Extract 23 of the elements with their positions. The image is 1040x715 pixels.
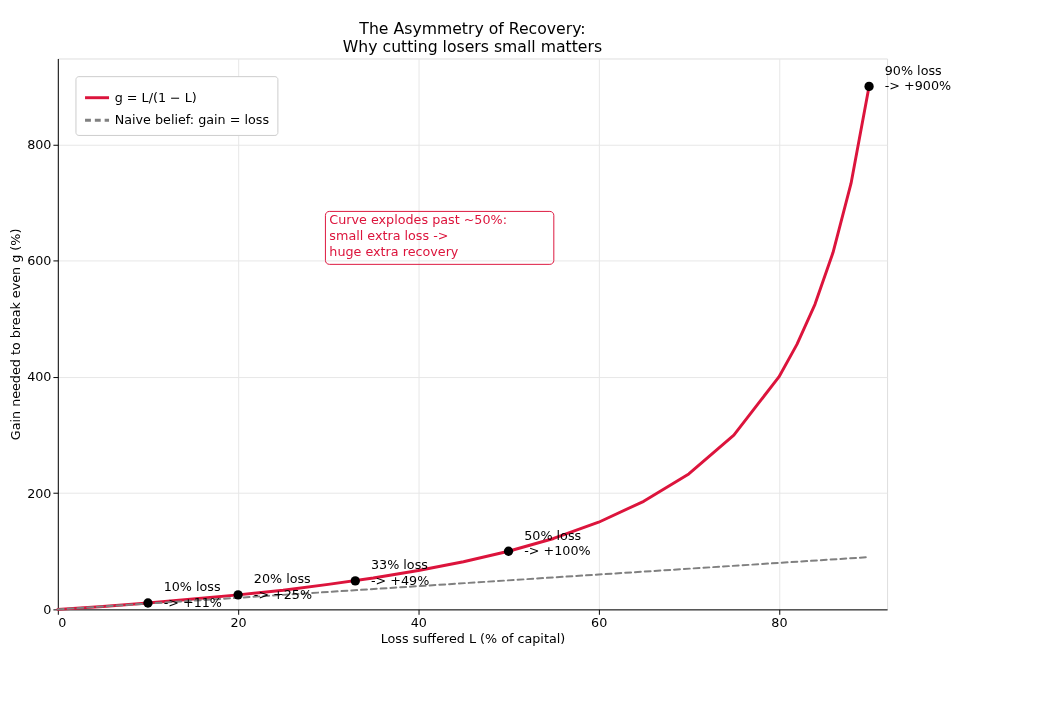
x-tick-label: 80 bbox=[771, 614, 788, 630]
annotation: 90% loss -> +900% bbox=[884, 62, 952, 94]
y-tick-label: 600 bbox=[27, 253, 52, 269]
point bbox=[503, 546, 514, 556]
x-tick-label: 40 bbox=[410, 614, 427, 630]
y-tick-label: 0 bbox=[43, 601, 52, 617]
y-tick-label: 400 bbox=[27, 369, 52, 385]
legend-label: g = L/(1 − L) bbox=[114, 89, 197, 105]
annotation: 33% loss -> +49% bbox=[370, 557, 430, 588]
point bbox=[143, 598, 153, 608]
y-axis-title: Gain needed to break even g (%) bbox=[8, 228, 24, 441]
legend-label: Naive belief: gain = loss bbox=[114, 112, 270, 128]
point bbox=[233, 590, 243, 600]
y-tick-label: 200 bbox=[27, 485, 52, 501]
point bbox=[350, 576, 360, 586]
point bbox=[864, 81, 874, 92]
annotation: Curve explodes past ~50%: small extra loss -> huge extra recovery bbox=[329, 212, 507, 259]
chart-title: The Asymmetry of Recovery: Why cutting losers small matters bbox=[342, 19, 603, 56]
y-tick-label: 800 bbox=[27, 136, 52, 152]
x-tick-label: 0 bbox=[58, 614, 67, 630]
x-tick-label: 20 bbox=[230, 614, 247, 630]
x-tick-label: 60 bbox=[591, 614, 608, 630]
x-axis-title: Loss suffered L (% of capital) bbox=[380, 631, 566, 647]
